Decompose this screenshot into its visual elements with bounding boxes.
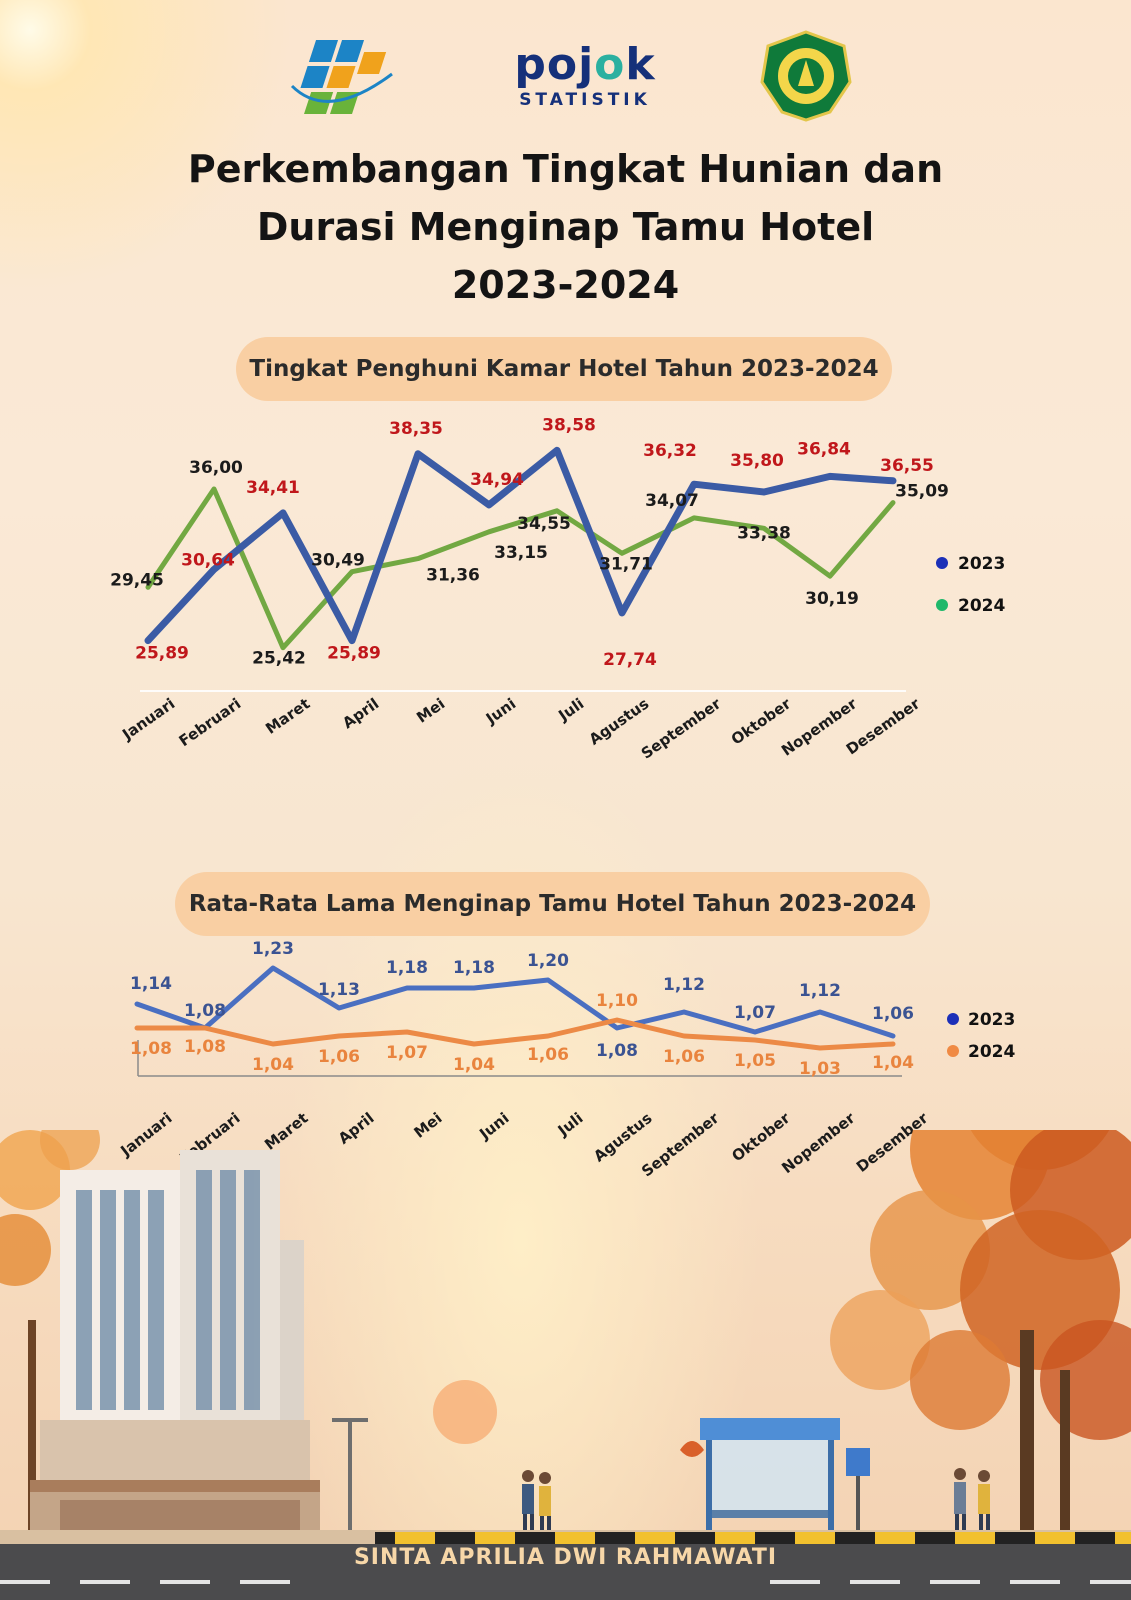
author-credit: SINTA APRILIA DWI RAHMAWATI bbox=[353, 1545, 778, 1570]
chart1-legend-dot-2023 bbox=[936, 557, 948, 569]
chart1-legend-label-2023: 2023 bbox=[958, 554, 1005, 574]
chart2-series-2023-line bbox=[134, 965, 896, 1039]
chart1-2023-label-3: 25,89 bbox=[327, 644, 381, 664]
chart1-2024-label-7: 31,71 bbox=[599, 554, 653, 574]
occupancy-chart: 25,89 30,64 34,41 25,89 38,35 34,94 38,58 27,74… bbox=[0, 400, 1131, 820]
chart2-2023-label-11: 1,06 bbox=[872, 1004, 914, 1024]
chart2-2024-label-11: 1,04 bbox=[872, 1053, 914, 1073]
chart2-series-2024-line bbox=[134, 1017, 896, 1051]
chart1-2024-label-1: 36,00 bbox=[189, 458, 243, 478]
chart1-xtick-2: Maret bbox=[262, 695, 313, 738]
chart2-2024-label-6: 1,06 bbox=[527, 1045, 569, 1065]
chart2-title: Rata-Rata Lama Menginap Tamu Hotel Tahun… bbox=[175, 872, 930, 936]
length-of-stay-chart: 1,14 1,08 1,23 1,13 1,18 1,18 1,20 1,08 1,12 1,07… bbox=[0, 940, 1131, 1200]
city-scenery-illustration bbox=[0, 1130, 1131, 1600]
chart1-legend-label-2024: 2024 bbox=[958, 596, 1005, 616]
left-tree-illustration bbox=[0, 1130, 100, 1570]
chart1-xtick-0: Januari bbox=[118, 695, 178, 745]
chart1-2024-label-3: 30,49 bbox=[311, 551, 365, 571]
bus-stop-illustration bbox=[680, 1418, 870, 1550]
pojok-logo-sub: STATISTIK bbox=[519, 90, 651, 110]
chart1-2023-label-10: 36,84 bbox=[797, 439, 851, 459]
chart1-xtick-1: Februari bbox=[176, 695, 245, 751]
chart1-2023-label-7: 27,74 bbox=[603, 650, 657, 670]
logo-row: pojok STATISTIK bbox=[0, 26, 1131, 126]
chart1-xtick-6: Juli bbox=[554, 695, 587, 726]
main-title-line1: Perkembangan Tingkat Hunian dan bbox=[187, 147, 944, 191]
chart1-2024-label-6: 34,55 bbox=[517, 514, 571, 534]
chart2-2023-label-4: 1,18 bbox=[386, 958, 428, 978]
chart1-2024-label-10: 30,19 bbox=[805, 589, 859, 609]
chart1-2023-label-4: 38,35 bbox=[389, 419, 443, 439]
chart1-2024-label-2: 25,42 bbox=[252, 649, 306, 669]
chart2-2023-label-1: 1,08 bbox=[184, 1001, 226, 1021]
chart2-2023-label-2: 1,23 bbox=[252, 940, 294, 959]
chart2-2023-label-6: 1,20 bbox=[527, 951, 569, 971]
chart2-2024-label-2: 1,04 bbox=[252, 1055, 294, 1075]
chart1-xtick-5: Juni bbox=[482, 695, 519, 729]
chart1-2023-label-5: 34,94 bbox=[470, 470, 524, 490]
pojok-statistik-logo: pojok STATISTIK bbox=[505, 42, 665, 122]
chart2-2023-label-7: 1,08 bbox=[596, 1041, 638, 1061]
chart1-series-2023-line bbox=[144, 446, 897, 645]
chart1-2024-label-4: 31,36 bbox=[426, 566, 480, 586]
chart1-2023-label-8: 36,32 bbox=[643, 441, 697, 461]
chart2-2024-label-7: 1,10 bbox=[596, 991, 638, 1011]
chart2-2023-label-5: 1,18 bbox=[453, 958, 495, 978]
chart1-2024-label-5: 33,15 bbox=[494, 543, 548, 563]
chart2-2023-label-10: 1,12 bbox=[799, 981, 841, 1001]
chart2-2024-label-1: 1,08 bbox=[184, 1037, 226, 1057]
main-title: Perkembangan Tingkat Hunian dan Durasi M… bbox=[100, 140, 1031, 314]
chart2-2023-label-3: 1,13 bbox=[318, 980, 360, 1000]
chart1-2024-label-9: 33,38 bbox=[737, 523, 791, 543]
chart1-2023-label-11: 36,55 bbox=[880, 456, 934, 476]
chart1-2023-label-9: 35,80 bbox=[730, 451, 784, 471]
chart2-2023-label-8: 1,12 bbox=[663, 975, 705, 995]
chart2-legend-label-2023: 2023 bbox=[968, 1010, 1015, 1030]
right-autumn-tree-illustration bbox=[830, 1130, 1131, 1560]
chart2-2024-label-0: 1,08 bbox=[130, 1039, 172, 1059]
chart1-2024-label-8: 34,07 bbox=[645, 491, 699, 511]
chart1-legend-dot-2024 bbox=[936, 599, 948, 611]
length-of-stay-chart-svg: 1,14 1,08 1,23 1,13 1,18 1,18 1,20 1,08 1,12 1,07… bbox=[117, 940, 1016, 1180]
chart1-series-2024-line bbox=[145, 486, 896, 651]
chart1-2023-label-6: 38,58 bbox=[542, 415, 596, 435]
bps-logo bbox=[290, 40, 393, 114]
chart1-xtick-7: Agustus bbox=[586, 694, 653, 748]
chart1-xtick-4: Mei bbox=[413, 695, 448, 727]
chart2-2024-label-5: 1,04 bbox=[453, 1055, 495, 1075]
pojok-logo-word: pojok bbox=[514, 39, 656, 90]
chart2-2024-label-3: 1,06 bbox=[318, 1047, 360, 1067]
chart2-legend-dot-2024 bbox=[947, 1045, 959, 1057]
chart2-2024-label-4: 1,07 bbox=[386, 1043, 428, 1063]
chart2-2023-label-9: 1,07 bbox=[734, 1003, 776, 1023]
chart2-2024-label-9: 1,05 bbox=[734, 1051, 776, 1071]
chart2-legend-dot-2023 bbox=[947, 1013, 959, 1025]
chart2-2024-label-8: 1,06 bbox=[663, 1047, 705, 1067]
main-title-line2: Durasi Menginap Tamu Hotel bbox=[256, 205, 875, 249]
chart2-2024-label-10: 1,03 bbox=[799, 1059, 841, 1079]
chart1-xtick-3: April bbox=[339, 695, 382, 733]
chart2-2023-label-0: 1,14 bbox=[130, 974, 172, 994]
hotel-building-illustration bbox=[30, 1150, 368, 1570]
main-title-line3: 2023-2024 bbox=[451, 263, 680, 307]
chart1-2023-label-0: 25,89 bbox=[135, 644, 189, 664]
chart1-2024-label-11: 35,09 bbox=[895, 482, 949, 502]
chart1-xtick-8: September bbox=[638, 694, 725, 762]
occupancy-chart-svg: 25,89 30,64 34,41 25,89 38,35 34,94 38,58 27,74… bbox=[110, 415, 1005, 762]
chart1-2024-label-0: 29,45 bbox=[110, 570, 164, 590]
pedestrians-illustration bbox=[522, 1468, 990, 1542]
chart1-2023-label-1: 30,64 bbox=[181, 550, 235, 570]
chart1-title: Tingkat Penghuni Kamar Hotel Tahun 2023-… bbox=[236, 337, 892, 401]
chart1-2023-label-2: 34,41 bbox=[246, 478, 300, 498]
road-illustration bbox=[0, 1530, 1131, 1600]
university-seal-icon bbox=[760, 30, 852, 122]
chart2-legend-label-2024: 2024 bbox=[968, 1042, 1015, 1062]
